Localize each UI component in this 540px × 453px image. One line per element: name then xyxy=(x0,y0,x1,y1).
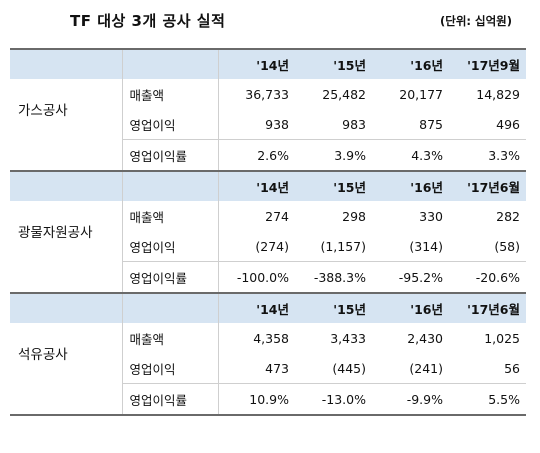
column-header: '16년 xyxy=(372,48,449,79)
header-row: '14년 '15년 '16년 '17년6월 xyxy=(10,171,526,201)
table-cell: 4,358 xyxy=(253,330,289,346)
company-name-blank xyxy=(10,139,123,172)
header-blank xyxy=(10,171,123,201)
column-header: '15년 xyxy=(295,48,372,79)
table-row: 영업이익률 10.9% -13.0% -9.9% 5.5% xyxy=(10,383,526,416)
company-name-blank xyxy=(10,261,123,294)
column-header: '17년6월 xyxy=(449,171,526,201)
metric-label: 영업이익률 xyxy=(122,383,219,416)
header-row: '14년 '15년 '16년 '17년9월 xyxy=(10,48,526,79)
unit-note: (단위: 십억원) xyxy=(439,14,512,28)
table-cell: 14,829 xyxy=(476,86,520,102)
table-cell: 10.9% xyxy=(218,383,295,416)
table-cell: -95.2% xyxy=(372,261,449,294)
metric-label: 영업이익률 xyxy=(122,261,219,294)
table-cell: 4.3% xyxy=(372,139,449,172)
table-cell: 282 xyxy=(496,208,520,224)
table-cell: 36,733 xyxy=(245,86,289,102)
table-cell: 2,430 xyxy=(407,330,443,346)
table-cell: 3.3% xyxy=(449,139,526,172)
performance-table: '14년 '15년 '16년 '17년9월 가스공사 매출액 36,733 25… xyxy=(10,48,526,416)
column-header: '17년9월 xyxy=(449,48,526,79)
table-row: 가스공사 매출액 36,733 25,482 20,177 14,829 xyxy=(10,79,526,140)
table-cell: -13.0% xyxy=(295,383,372,416)
table-cell: (1,157) xyxy=(295,231,372,262)
metric-label: 영업이익 xyxy=(122,109,219,140)
table-cell: 5.5% xyxy=(449,383,526,416)
metric-label: 매출액 xyxy=(122,323,219,353)
table-cell: 3.9% xyxy=(295,139,372,172)
metric-label: 영업이익 xyxy=(122,231,219,262)
table-cell: (241) xyxy=(372,353,449,384)
company-name: 광물자원공사 xyxy=(10,201,123,262)
table-cell: 1,025 xyxy=(484,330,520,346)
header-blank xyxy=(122,48,219,79)
table-row: 광물자원공사 매출액 274 298 330 282 xyxy=(10,201,526,262)
table-row: 영업이익 (274) (1,157) (314) (58) xyxy=(10,231,526,262)
header-blank xyxy=(10,293,123,323)
table-cell: 473 xyxy=(218,353,295,384)
table-cell: (58) xyxy=(449,231,526,262)
header-blank xyxy=(122,293,219,323)
column-header: '14년 xyxy=(218,293,295,323)
table-cell: -20.6% xyxy=(449,261,526,294)
column-header: '15년 xyxy=(295,293,372,323)
table-cell: 20,177 xyxy=(399,86,443,102)
metric-label: 매출액 xyxy=(122,201,219,231)
company-name: 가스공사 xyxy=(10,79,123,140)
metric-label: 매출액 xyxy=(122,79,219,109)
header-row: '14년 '15년 '16년 '17년6월 xyxy=(10,293,526,323)
metric-label: 영업이익 xyxy=(122,353,219,384)
metric-label: 영업이익률 xyxy=(122,139,219,172)
column-header: '17년6월 xyxy=(449,293,526,323)
table-row: 영업이익 938 983 875 496 xyxy=(10,109,526,140)
table-cell: 274 xyxy=(265,208,289,224)
column-header: '14년 xyxy=(218,48,295,79)
table-cell: (274) xyxy=(218,231,295,262)
column-header: '15년 xyxy=(295,171,372,201)
table-cell: 298 xyxy=(342,208,366,224)
header-blank xyxy=(10,48,123,79)
table-cell: (445) xyxy=(295,353,372,384)
table-title: TF 대상 3개 공사 실적 xyxy=(70,12,226,30)
table-row: 영업이익 473 (445) (241) 56 xyxy=(10,353,526,384)
table-cell: 875 xyxy=(372,109,449,140)
column-header: '16년 xyxy=(372,293,449,323)
table-cell: -9.9% xyxy=(372,383,449,416)
table-cell: (314) xyxy=(372,231,449,262)
table-cell: 2.6% xyxy=(218,139,295,172)
column-header: '16년 xyxy=(372,171,449,201)
table-cell: 25,482 xyxy=(322,86,366,102)
company-name: 석유공사 xyxy=(10,323,123,384)
table-row: 영업이익률 -100.0% -388.3% -95.2% -20.6% xyxy=(10,261,526,294)
table-cell: -100.0% xyxy=(218,261,295,294)
column-header: '14년 xyxy=(218,171,295,201)
table-cell: 938 xyxy=(218,109,295,140)
table-cell: -388.3% xyxy=(295,261,372,294)
table-cell: 983 xyxy=(295,109,372,140)
header-blank xyxy=(122,171,219,201)
table-cell: 56 xyxy=(449,353,526,384)
company-name-blank xyxy=(10,383,123,416)
table-row: 영업이익률 2.6% 3.9% 4.3% 3.3% xyxy=(10,139,526,172)
table-cell: 3,433 xyxy=(330,330,366,346)
table-cell: 330 xyxy=(419,208,443,224)
table-cell: 496 xyxy=(449,109,526,140)
table-row: 석유공사 매출액 4,358 3,433 2,430 1,025 xyxy=(10,323,526,384)
